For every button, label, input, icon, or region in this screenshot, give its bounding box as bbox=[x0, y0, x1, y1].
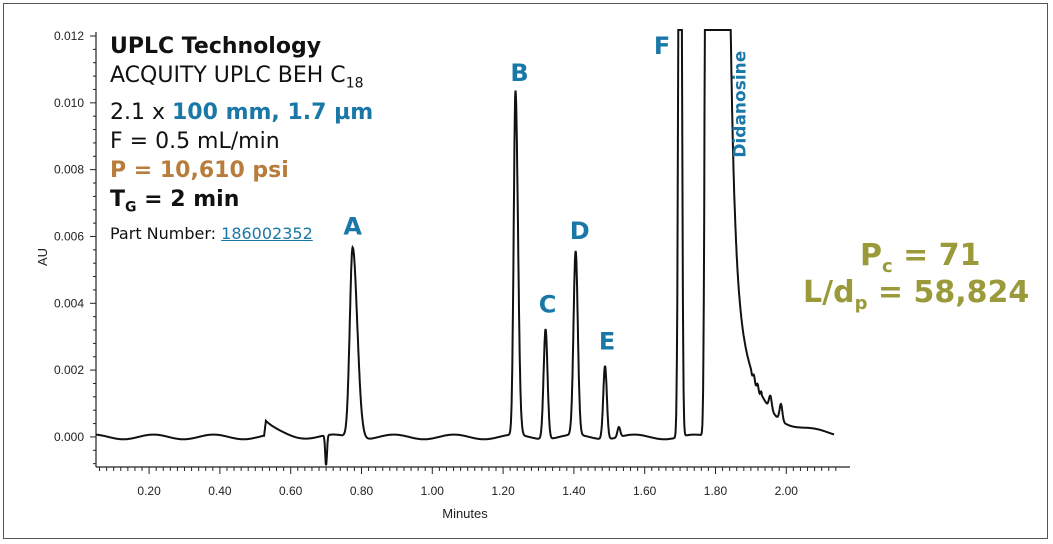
info-dimensions: 2.1 x 100 mm, 1.7 µm bbox=[110, 98, 373, 127]
peak-label-c: C bbox=[539, 291, 557, 319]
pc-main: P bbox=[860, 238, 882, 273]
length-ratio: L/dp = 58,824 bbox=[803, 275, 1029, 314]
ld-subscript: p bbox=[854, 293, 868, 314]
x-axis-title: Minutes bbox=[442, 506, 488, 521]
dim-value: 100 mm, 1.7 µm bbox=[172, 100, 374, 126]
part-number-line: Part Number: 186002352 bbox=[110, 224, 313, 243]
x-tick-label: 1.40 bbox=[562, 484, 586, 498]
y-axis-title: AU bbox=[35, 248, 50, 266]
y-tick-label: 0.000 bbox=[54, 430, 84, 444]
figure-frame bbox=[3, 3, 1048, 539]
info-gradient-time: TG = 2 min bbox=[110, 185, 373, 222]
info-pressure: P = 10,610 psi bbox=[110, 158, 289, 184]
y-tick-label: 0.012 bbox=[54, 29, 84, 43]
x-tick-label: 0.40 bbox=[208, 484, 232, 498]
y-tick-label: 0.002 bbox=[54, 363, 84, 377]
peak-capacity: Pc = 71 bbox=[860, 238, 980, 277]
y-tick-label: 0.010 bbox=[54, 96, 84, 110]
chromatogram-trace bbox=[96, 29, 835, 466]
info-column: ACQUITY UPLC BEH C18 bbox=[110, 61, 373, 98]
peak-label-d: D bbox=[570, 217, 590, 245]
ld-main: L/d bbox=[803, 275, 855, 310]
part-number-label: Part Number: bbox=[110, 224, 222, 243]
peak-labels: A B C D E F Didanosine bbox=[343, 32, 750, 355]
info-title: UPLC Technology bbox=[110, 34, 322, 59]
dim-prefix: 2.1 x bbox=[110, 100, 172, 126]
peak-label-a: A bbox=[343, 212, 362, 240]
x-tick-label: 1.20 bbox=[491, 484, 515, 498]
peak-label-e: E bbox=[599, 327, 615, 355]
ticks: 0.20 0.40 0.60 0.80 1.00 1.20 1.40 1.60 1.80 2.00… bbox=[54, 29, 837, 498]
method-info: UPLC Technology ACQUITY UPLC BEH C18 2.1… bbox=[110, 32, 373, 223]
x-tick-label: 0.60 bbox=[279, 484, 303, 498]
x-tick-label: 2.00 bbox=[775, 484, 799, 498]
info-flow: F = 0.5 mL/min bbox=[110, 129, 280, 155]
y-tick-label: 0.008 bbox=[54, 163, 84, 177]
column-name: ACQUITY UPLC BEH C bbox=[110, 63, 346, 88]
peak-label-b: B bbox=[510, 59, 528, 87]
x-tick-label: 1.80 bbox=[704, 484, 728, 498]
x-tick-label: 1.00 bbox=[421, 484, 445, 498]
ld-value: = 58,824 bbox=[867, 275, 1030, 310]
peak-label-didanosine: Didanosine bbox=[730, 51, 750, 158]
tg-value: = 2 min bbox=[136, 187, 240, 213]
peak-label-f: F bbox=[654, 32, 670, 60]
x-tick-label: 1.60 bbox=[633, 484, 657, 498]
x-tick-label: 0.20 bbox=[137, 484, 161, 498]
tg-subscript: G bbox=[125, 199, 137, 216]
column-subscript: 18 bbox=[345, 75, 364, 92]
tg-main: T bbox=[110, 187, 126, 213]
y-tick-label: 0.006 bbox=[54, 229, 84, 243]
pc-value: = 71 bbox=[892, 238, 981, 273]
x-tick-label: 0.80 bbox=[350, 484, 374, 498]
part-number-link[interactable]: 186002352 bbox=[221, 224, 313, 243]
pc-subscript: c bbox=[882, 256, 893, 277]
y-tick-label: 0.004 bbox=[54, 296, 84, 310]
